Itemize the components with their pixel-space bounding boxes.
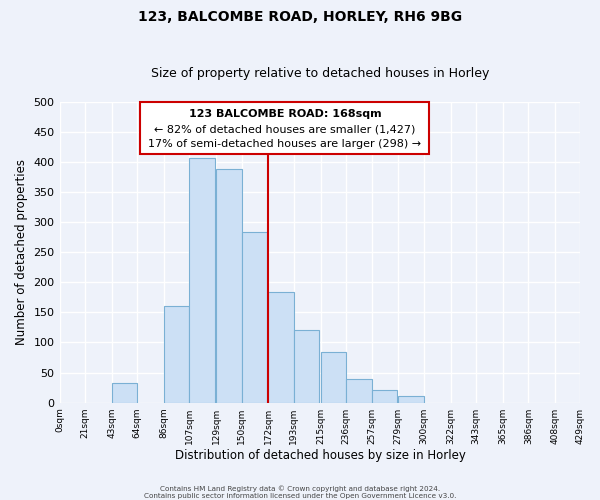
Text: 17% of semi-detached houses are larger (298) →: 17% of semi-detached houses are larger (… <box>148 139 421 149</box>
Bar <box>398 396 424 402</box>
Bar <box>190 158 215 402</box>
Text: ← 82% of detached houses are smaller (1,427): ← 82% of detached houses are smaller (1,… <box>154 124 416 134</box>
Bar <box>216 169 242 402</box>
Text: Contains public sector information licensed under the Open Government Licence v3: Contains public sector information licen… <box>144 493 456 499</box>
Bar <box>268 292 294 403</box>
Bar <box>112 383 137 402</box>
Text: Contains HM Land Registry data © Crown copyright and database right 2024.: Contains HM Land Registry data © Crown c… <box>160 486 440 492</box>
Text: 123 BALCOMBE ROAD: 168sqm: 123 BALCOMBE ROAD: 168sqm <box>188 109 381 119</box>
Bar <box>164 306 190 402</box>
X-axis label: Distribution of detached houses by size in Horley: Distribution of detached houses by size … <box>175 450 466 462</box>
Bar <box>371 390 397 402</box>
Bar <box>320 352 346 403</box>
Bar <box>346 378 371 402</box>
Bar <box>294 330 319 402</box>
Bar <box>242 232 267 402</box>
Title: Size of property relative to detached houses in Horley: Size of property relative to detached ho… <box>151 66 489 80</box>
Y-axis label: Number of detached properties: Number of detached properties <box>15 159 28 345</box>
FancyBboxPatch shape <box>140 102 430 154</box>
Text: 123, BALCOMBE ROAD, HORLEY, RH6 9BG: 123, BALCOMBE ROAD, HORLEY, RH6 9BG <box>138 10 462 24</box>
